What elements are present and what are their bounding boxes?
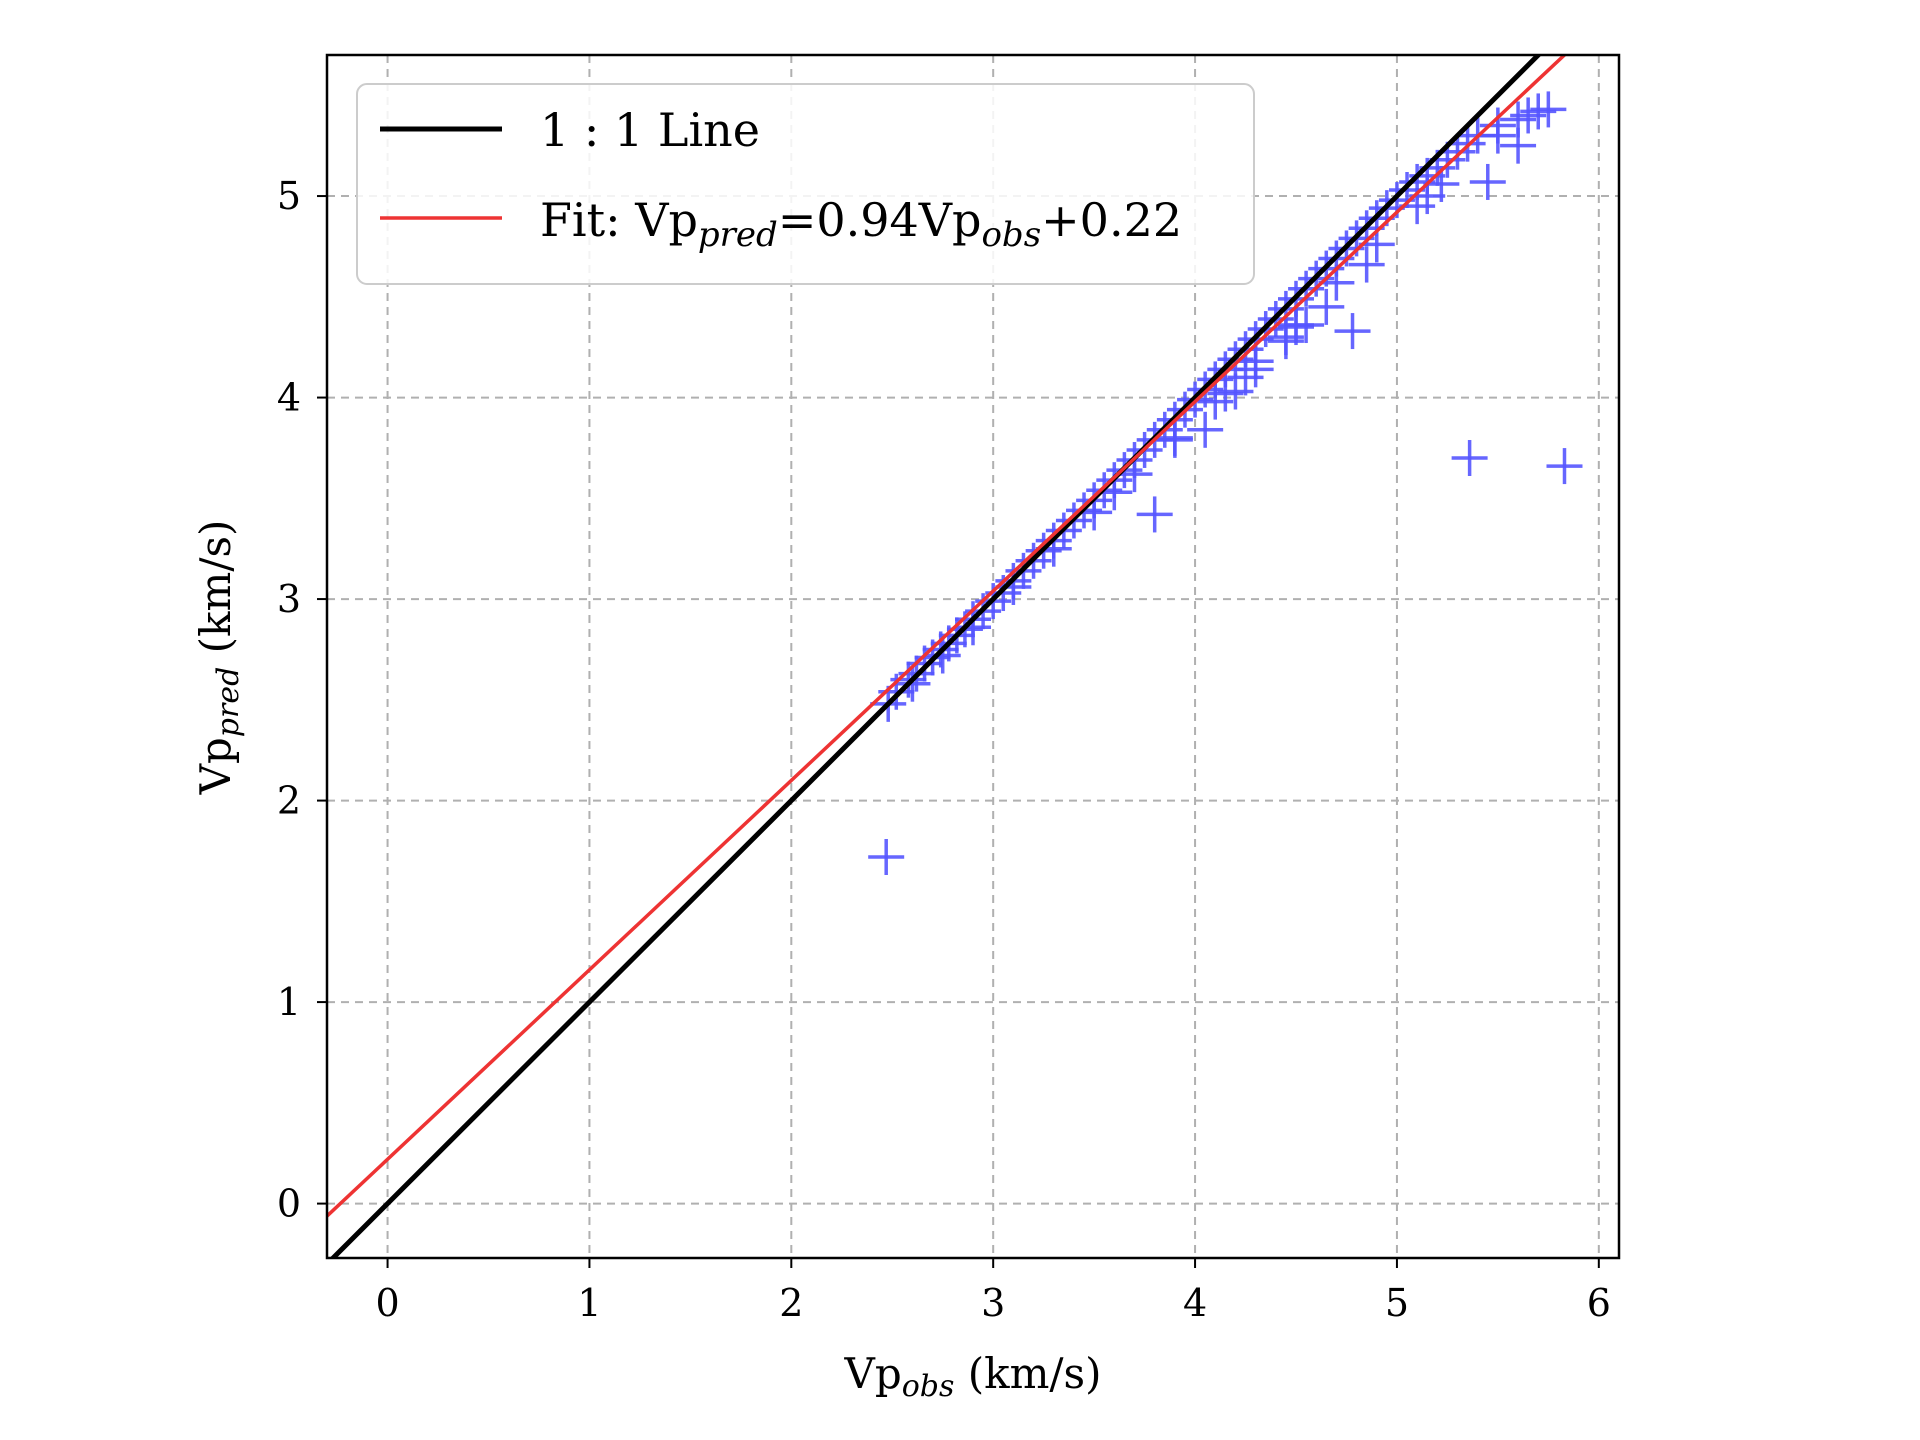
scatter-point xyxy=(1217,373,1254,410)
y-axis-label: Vppred (km/s) xyxy=(191,520,246,796)
scatter-point xyxy=(1469,163,1506,200)
scatter-point xyxy=(906,645,943,682)
scatter-point xyxy=(1116,456,1153,493)
scatter-point xyxy=(1546,448,1583,485)
line-series xyxy=(327,55,1568,1258)
scatter-point xyxy=(1197,383,1234,420)
legend-label-1to1: 1 : 1 Line xyxy=(540,103,760,157)
legend-box xyxy=(356,83,1255,285)
scatter-point xyxy=(1308,288,1345,325)
fit-line xyxy=(327,55,1568,1218)
scatter-point xyxy=(1348,246,1385,283)
scatter-point xyxy=(955,609,991,646)
scatter-point xyxy=(1237,351,1274,388)
y-tick-label: 3 xyxy=(277,577,301,621)
x-tick-label: 0 xyxy=(375,1281,399,1325)
scatter-point xyxy=(1510,97,1547,134)
scatter-point xyxy=(924,637,961,674)
y-tick-label: 0 xyxy=(277,1182,301,1226)
x-axis: 0 1 2 3 4 5 6 xyxy=(375,1258,1611,1325)
scatter-point xyxy=(1267,319,1304,356)
x-tick-label: 6 xyxy=(1587,1281,1611,1325)
scatter-point xyxy=(1136,496,1173,533)
scatter-point xyxy=(1479,117,1516,154)
x-tick-label: 3 xyxy=(981,1281,1005,1325)
scatter-point xyxy=(1530,91,1567,128)
scatter-point xyxy=(1288,307,1325,344)
plot-frame xyxy=(325,53,1621,1260)
scatter-point xyxy=(1278,309,1314,346)
one-to-one-line xyxy=(329,55,1542,1258)
y-tick-label: 2 xyxy=(277,779,301,823)
legend: 1 : 1 Line Fit: Vppred=0.94Vpobs+0.22 xyxy=(356,83,1255,285)
plot-area xyxy=(327,55,1583,1258)
scatter-point xyxy=(995,568,1032,605)
scatter-point xyxy=(1500,127,1537,164)
x-tick-label: 2 xyxy=(779,1281,803,1325)
scatter-point xyxy=(1227,359,1264,396)
scatter-point xyxy=(1334,313,1371,350)
scatter-point xyxy=(1156,421,1193,458)
scatter-point xyxy=(1187,411,1224,448)
scatter-point xyxy=(1207,375,1244,412)
x-tick-label: 5 xyxy=(1385,1281,1409,1325)
scatter-point xyxy=(1451,440,1488,477)
y-tick-label: 5 xyxy=(277,174,301,218)
scatter-point xyxy=(894,665,931,702)
x-tick-label: 1 xyxy=(577,1281,601,1325)
scatter-point xyxy=(1439,133,1476,170)
y-axis: 0 1 2 3 4 5 xyxy=(277,174,327,1226)
scatter-point xyxy=(1520,93,1557,130)
scatter-point xyxy=(868,839,905,875)
x-tick-label: 4 xyxy=(1183,1281,1207,1325)
y-tick-label: 1 xyxy=(277,980,301,1024)
x-axis-label: Vpobs (km/s) xyxy=(844,1349,1102,1404)
legend-label-fit: Fit: Vppred=0.94Vpobs+0.22 xyxy=(540,193,1182,255)
y-tick-label: 4 xyxy=(277,376,301,420)
